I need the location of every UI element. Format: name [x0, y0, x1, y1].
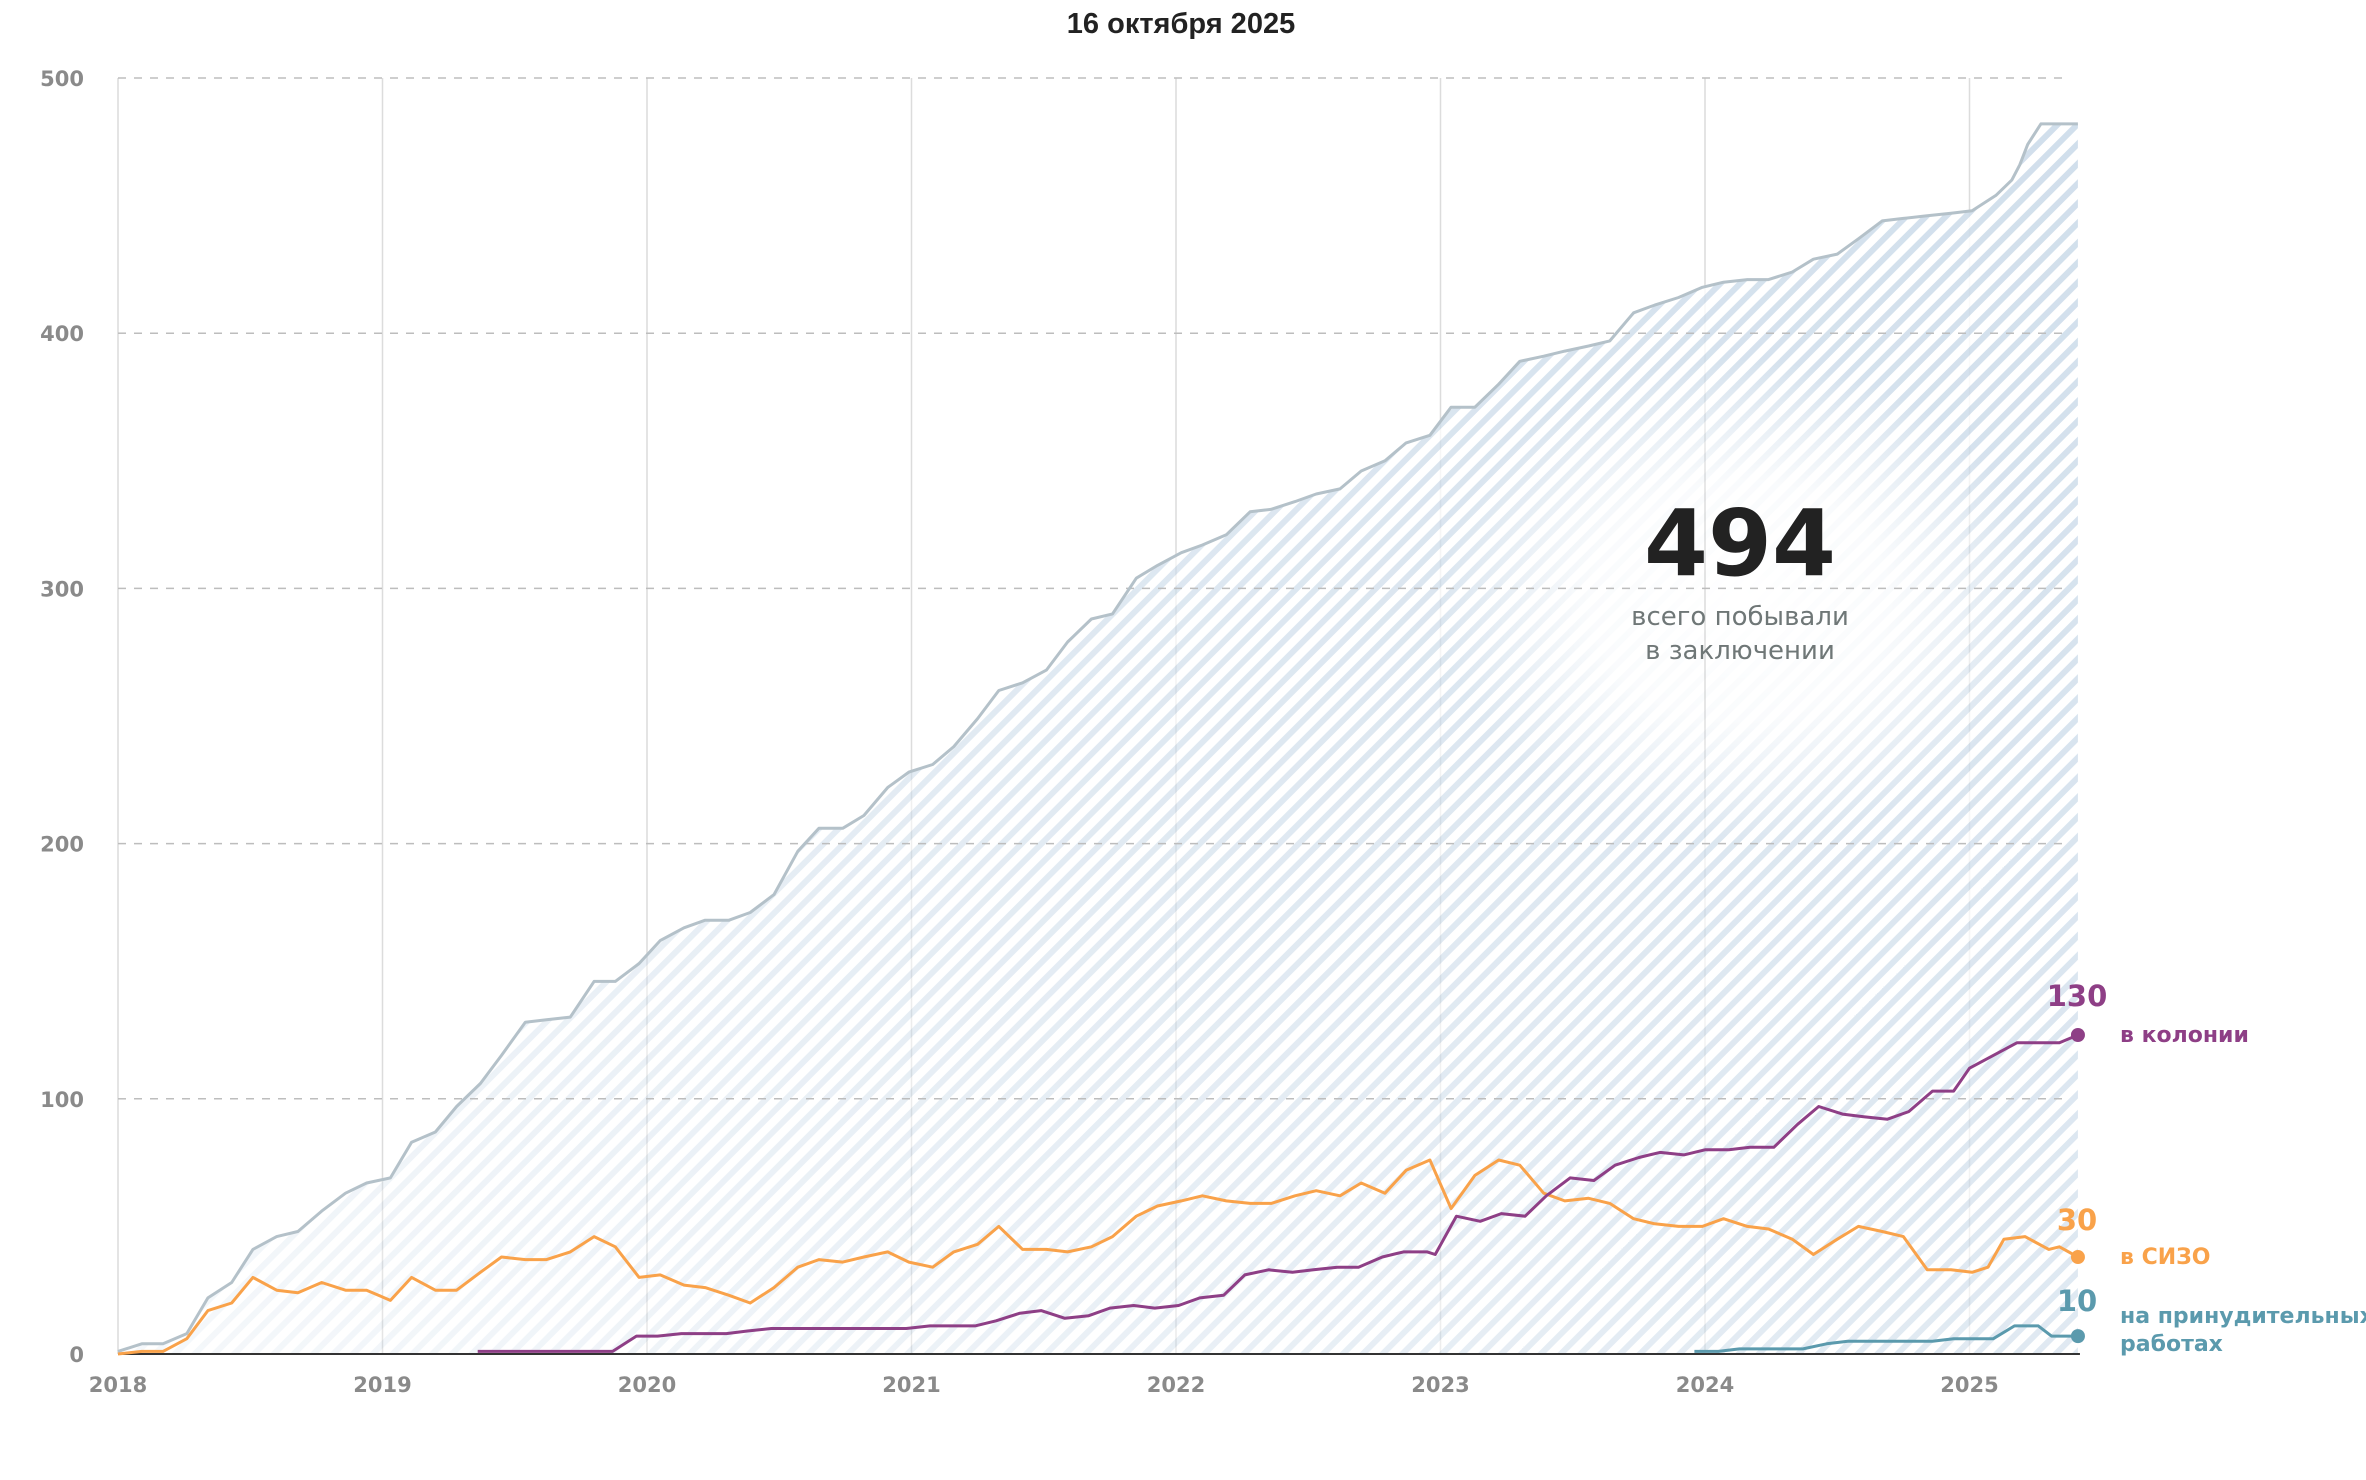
forced-labor-end-value: 10 [2057, 1284, 2097, 1318]
y-tick-label: 100 [40, 1088, 84, 1112]
headline-line1: всего побывали [1631, 602, 1849, 632]
horizontal-gridlines [118, 77, 2080, 1355]
x-axis: 2018 2019 2020 2021 2022 2023 2024 2025 [89, 1373, 1999, 1397]
colony-line [477, 1033, 2079, 1353]
sizo-end-value: 30 [2057, 1203, 2097, 1237]
x-tick-label: 2018 [89, 1373, 147, 1397]
x-tick-label: 2025 [1940, 1373, 1998, 1397]
forced-labor-label-line2: работах [2120, 1332, 2223, 1357]
sizo-label: в СИЗО [2120, 1245, 2210, 1270]
x-tick-label: 2023 [1411, 1373, 1469, 1397]
forced-labor-label-line1: на принудительных [2120, 1304, 2366, 1329]
y-tick-label: 400 [40, 322, 84, 346]
headline-line2: в заключении [1645, 636, 1835, 666]
total-area-hatch [118, 123, 2078, 1354]
total-area-fill [118, 123, 2078, 1354]
x-tick-label: 2024 [1676, 1373, 1734, 1397]
sizo-end-dot [2070, 1250, 2085, 1265]
headline: 494 всего побывали в заключении [1631, 490, 1849, 666]
x-tick-label: 2021 [882, 1373, 940, 1397]
total-line [117, 122, 2078, 1353]
total-area [118, 123, 2078, 1354]
y-tick-label: 500 [40, 67, 84, 91]
x-tick-label: 2022 [1147, 1373, 1205, 1397]
headline-value: 494 [1644, 490, 1836, 597]
forced_labor-end-dot [2070, 1329, 2085, 1344]
sizo-line [117, 1158, 2079, 1356]
chart-title: 16 октября 2025 [1067, 8, 1295, 40]
y-tick-label: 300 [40, 577, 84, 601]
colony-end-value: 130 [2047, 979, 2108, 1013]
y-tick-label: 200 [40, 833, 84, 857]
y-tick-label: 0 [69, 1343, 84, 1367]
x-tick-label: 2019 [353, 1373, 411, 1397]
colony-end-dot [2070, 1028, 2085, 1042]
series-lines [117, 122, 2085, 1356]
colony-label: в колонии [2120, 1023, 2249, 1048]
x-tick-label: 2020 [618, 1373, 676, 1397]
end-labels: 130 в колонии 30 в СИЗО 10 на принудител… [2047, 979, 2366, 1357]
forced_labor-line [1694, 1324, 2078, 1353]
y-axis: 0 100 200 300 400 500 [40, 67, 84, 1367]
